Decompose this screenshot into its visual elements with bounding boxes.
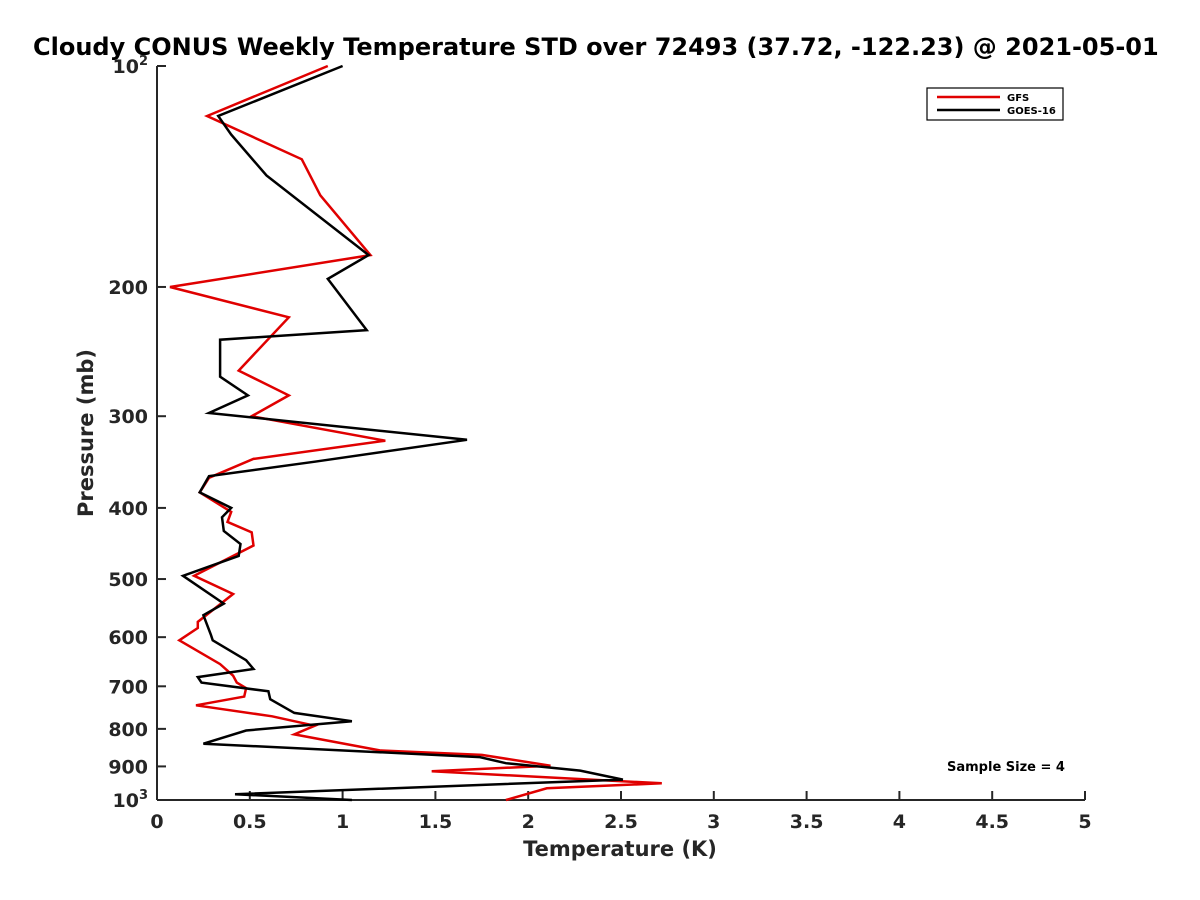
legend: GFS GOES-16: [926, 87, 1064, 121]
sample-size-annotation: Sample Size = 4: [947, 760, 1065, 775]
x-axis-label: Temperature (K): [523, 837, 717, 861]
x-tick-label: 3: [707, 811, 720, 833]
x-tick-label: 1.5: [419, 811, 453, 833]
x-tick-label: 2.5: [604, 811, 638, 833]
y-tick-label: 500: [108, 569, 148, 591]
legend-label-gfs: GFS: [1007, 93, 1029, 104]
y-tick-label: 102: [113, 54, 149, 78]
x-tick-label: 5: [1078, 811, 1091, 833]
plot-axes: 0 0.5 1 1.5 2 2.5 3 3.5 4 4.5 5 102 200 300 400 500 600 7…: [108, 54, 1091, 833]
x-tick-label: 4: [893, 811, 906, 833]
x-tick-label: 2: [522, 811, 535, 833]
series-layer: [169, 64, 662, 802]
legend-label-goes16: GOES-16: [1007, 106, 1056, 117]
y-tick-label: 800: [108, 719, 148, 741]
x-tick-label: 0: [150, 811, 163, 833]
y-tick-label: 400: [108, 498, 148, 520]
y-tick-label: 103: [113, 788, 149, 812]
x-tick-label: 4.5: [975, 811, 1009, 833]
y-tick-label: 900: [108, 756, 148, 778]
chart-title: Cloudy CONUS Weekly Temperature STD over…: [33, 33, 1159, 61]
y-tick-label: 600: [108, 627, 148, 649]
series-line-goes16: [180, 64, 624, 802]
x-tick-label: 3.5: [790, 811, 824, 833]
y-tick-label: 300: [108, 406, 148, 428]
y-axis-label: Pressure (mb): [74, 349, 98, 517]
legend-box: [926, 87, 1064, 121]
y-tick-label: 200: [108, 277, 148, 299]
x-tick-label: 1: [336, 811, 349, 833]
y-tick-label: 700: [108, 676, 148, 698]
x-tick-label: 0.5: [233, 811, 267, 833]
